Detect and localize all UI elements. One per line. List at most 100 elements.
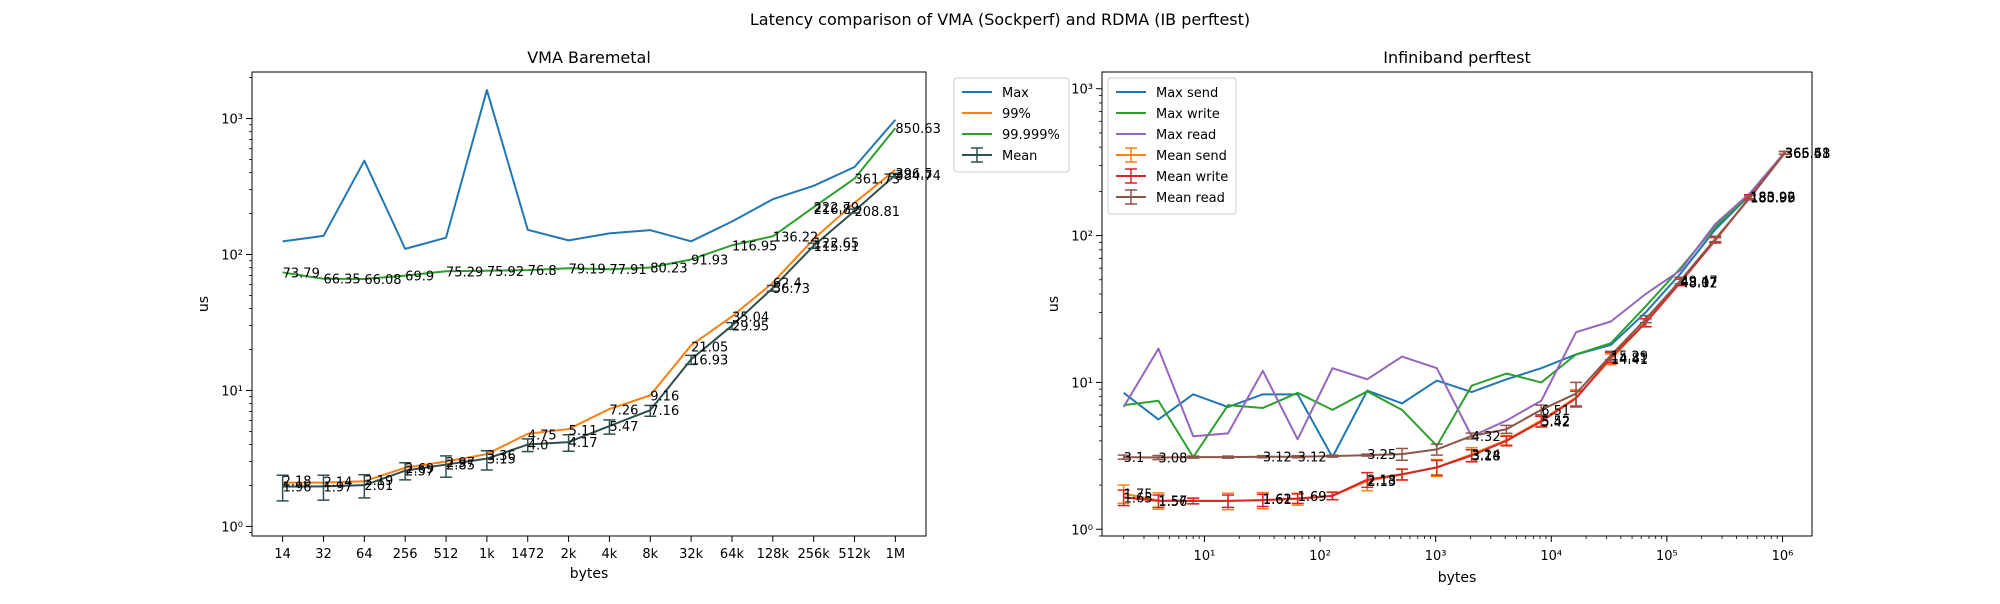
y-tick-label: 10¹ (1071, 376, 1093, 391)
data-label: 366.61 (1785, 147, 1831, 162)
data-label: 4.32 (1472, 430, 1501, 445)
data-label: 3.1 (1124, 451, 1145, 466)
data-label: 850.63 (895, 122, 941, 137)
legend-label: Mean (1002, 149, 1037, 164)
data-label: 49.47 (1680, 274, 1717, 289)
legend-label: Mean write (1156, 170, 1228, 185)
data-label: 122.65 (814, 236, 860, 251)
y-axis-label: us (1046, 296, 1062, 312)
data-label: 1.57 (1158, 495, 1187, 510)
data-label: 365.53 (1785, 147, 1831, 162)
x-tick-label: 1M (886, 547, 906, 562)
data-label: 5.52 (1541, 414, 1570, 429)
legend-label: Max read (1156, 128, 1216, 143)
data-label: 116.95 (732, 239, 778, 254)
chart-panel-1: VMA Baremetal 10⁰ 10¹ 10² 10³ 14 32 64 256 512 1k 1… (196, 48, 1070, 582)
data-label: 21.05 (691, 341, 728, 356)
data-label: 384.74 (895, 169, 941, 184)
data-label: 115.91 (814, 240, 860, 255)
x-axis-label: bytes (570, 566, 609, 582)
y-tick-label: 10⁰ (1071, 523, 1093, 538)
data-label: 1.96 (283, 481, 312, 496)
y-tick-label: 10³ (1071, 83, 1093, 98)
data-label: 4.17 (569, 436, 598, 451)
x-tick-label: 512 (434, 547, 459, 562)
x-axis-label: bytes (1438, 570, 1477, 586)
data-label: 3.12 (1263, 451, 1292, 466)
axes-frame (1101, 71, 1813, 537)
data-label: 48.17 (1680, 276, 1717, 291)
data-label: 77.91 (609, 263, 646, 278)
data-label: 80.23 (650, 262, 687, 277)
data-label: 7.26 (609, 403, 638, 418)
x-tick-label: 10¹ (1194, 549, 1216, 564)
data-label: 136.22 (773, 230, 819, 245)
data-label: 2.01 (364, 479, 393, 494)
figure-title: Latency comparison of VMA (Sockperf) and… (749, 10, 1251, 29)
data-label: 1.61 (1263, 493, 1292, 508)
data-label: 2.18 (283, 474, 312, 489)
series-line-mean-read (1123, 152, 1786, 459)
x-tick-label: 10⁶ (1772, 549, 1794, 564)
data-label: 183.92 (1750, 191, 1796, 206)
data-label: 66.08 (364, 273, 401, 288)
x-tick-label: 512k (838, 547, 871, 562)
y-tick-label: 10⁰ (221, 520, 243, 535)
x-tick-label: 64 (356, 547, 373, 562)
x-tick-label: 256 (393, 547, 418, 562)
data-label: 5.11 (569, 424, 598, 439)
y-axis-label: us (196, 296, 212, 312)
data-label: 1.69 (1298, 490, 1327, 505)
data-label: 1.75 (1124, 488, 1153, 503)
data-label: 3.15 (487, 453, 516, 468)
y-tick-label: 10² (221, 249, 243, 264)
legend-label: 99% (1002, 107, 1031, 122)
data-label: 29.95 (732, 320, 769, 335)
x-tick-label: 1472 (511, 547, 544, 562)
legend-label: Max send (1156, 86, 1218, 101)
data-label: 183.06 (1750, 191, 1796, 206)
data-label: 16.93 (691, 353, 728, 368)
y-tick-label: 10² (1071, 230, 1093, 245)
data-label: 3.08 (1158, 452, 1187, 467)
data-label: 2.19 (364, 474, 393, 489)
axes-frame (251, 71, 927, 537)
data-label: 6.51 (1541, 404, 1570, 419)
data-label: 48.02 (1680, 276, 1717, 291)
data-label: 365.48 (1785, 147, 1831, 162)
series-line-max (282, 89, 897, 250)
data-label: 208.81 (855, 205, 901, 220)
data-label: 1.65 (1124, 491, 1153, 506)
data-label: 1.97 (323, 480, 352, 495)
series-line-mean (282, 174, 897, 488)
data-label: 2.18 (1367, 474, 1396, 489)
data-label: 56.73 (773, 282, 810, 297)
y-tick-label: 10¹ (221, 384, 243, 399)
data-label: 180.99 (1750, 192, 1796, 207)
data-label: 14.41 (1611, 353, 1648, 368)
data-label: 91.93 (691, 253, 728, 268)
y-tick-label: 10³ (221, 113, 243, 128)
legend: Max send Max write Max read Mean send Mean w… (1107, 77, 1237, 215)
x-tick-label: 14 (274, 547, 291, 562)
x-tick-label: 32 (315, 547, 332, 562)
data-label: 222.79 (814, 201, 860, 216)
legend-label: Max write (1156, 107, 1220, 122)
x-tick-label: 32k (679, 547, 704, 562)
plot-area (276, 89, 902, 502)
data-label: 1.62 (1263, 493, 1292, 508)
x-tick-label: 256k (797, 547, 830, 562)
x-tick-label: 64k (720, 547, 745, 562)
data-label: 5.47 (609, 420, 638, 435)
x-tick-label: 128k (757, 547, 790, 562)
chart-title: Infiniband perftest (1383, 48, 1531, 67)
data-label: 5.42 (1541, 415, 1570, 430)
data-label: 2.85 (446, 459, 475, 474)
data-label: 2.57 (405, 465, 434, 480)
legend-label: Mean send (1156, 149, 1227, 164)
data-label: 3.36 (487, 449, 516, 464)
series-line-mean-write (1123, 152, 1786, 502)
x-tick-label: 2k (561, 547, 577, 562)
